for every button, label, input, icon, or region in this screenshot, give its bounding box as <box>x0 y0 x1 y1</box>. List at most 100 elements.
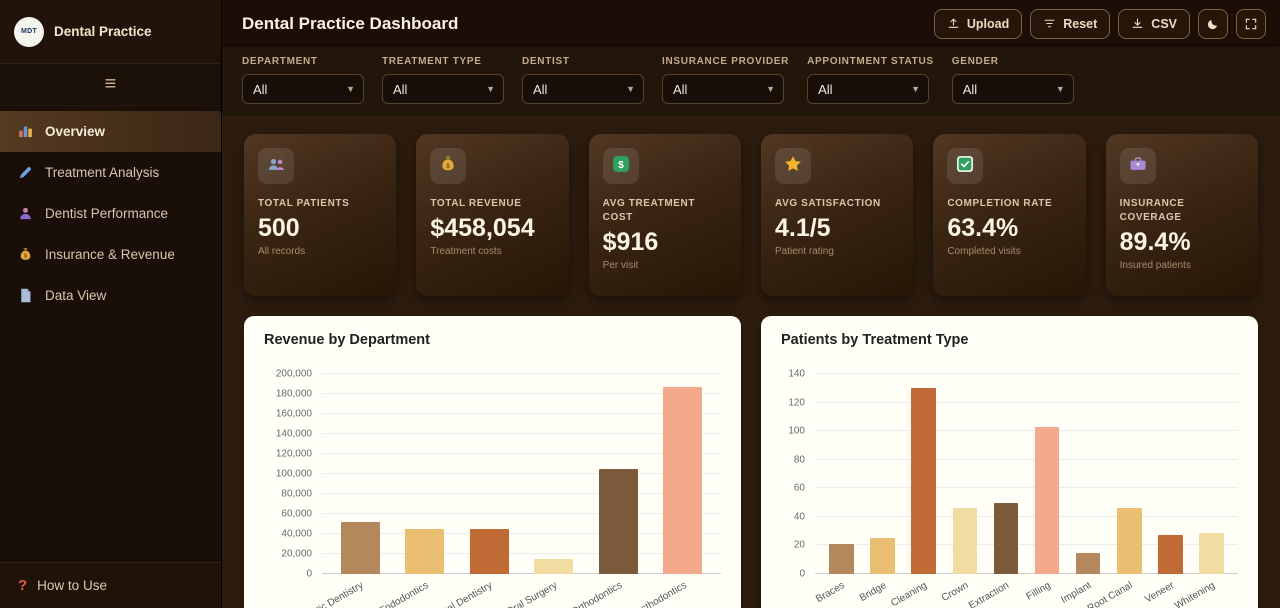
brand-header: MDT Dental Practice <box>0 0 221 64</box>
gridline <box>815 544 1238 546</box>
bar-cosmetic-dentistry[interactable] <box>340 522 380 574</box>
gridline <box>815 401 1238 403</box>
treatment-type-select[interactable]: All ▼ <box>382 74 504 104</box>
charts-row: Revenue by Department 0 20,000 40,000 60,00… <box>244 316 1258 608</box>
y-tick-label: 60 <box>793 482 805 494</box>
sidebar-collapse-button[interactable]: ≡ <box>0 64 221 106</box>
x-axis-label: Braces <box>814 580 848 606</box>
filter-appointment-status: APPOINTMENT STATUS All ▼ <box>807 56 934 104</box>
sidebar-item-overview[interactable]: Overview <box>0 111 221 152</box>
bar-crown[interactable] <box>952 508 978 574</box>
bar-braces[interactable] <box>829 544 854 574</box>
bar-root-canal[interactable] <box>1116 508 1142 574</box>
gridline <box>815 487 1238 489</box>
x-axis-label: Prosthodontics <box>625 580 689 608</box>
filter-treatment-type: TREATMENT TYPE All ▼ <box>382 56 504 104</box>
kpi-card-completion-rate: COMPLETION RATE 63.4% Completed visits <box>933 134 1086 296</box>
kpi-label: INSURANCE COVERAGE <box>1119 198 1185 223</box>
upload-button[interactable]: Upload <box>933 8 1023 39</box>
brand-logo: MDT <box>14 16 44 47</box>
sidebar-footer-label: How to Use <box>37 578 107 593</box>
chart-title: Revenue by Department <box>264 332 430 348</box>
bar-slot: Endodontics <box>377 374 458 608</box>
gender-select[interactable]: All ▼ <box>951 74 1074 104</box>
svg-text:$: $ <box>23 254 27 260</box>
main-area: Dental Practice Dashboard Upload Reset C… <box>222 0 1280 608</box>
y-tick-label: 100,000 <box>275 468 312 480</box>
kpi-card-total-patients: TOTAL PATIENTS 500 All records <box>244 134 397 296</box>
bar-whitening[interactable] <box>1199 532 1224 574</box>
sidebar-item-treatment-analysis[interactable]: Treatment Analysis <box>0 152 221 193</box>
sidebar-item-data-view[interactable]: Data View <box>0 275 221 316</box>
filter-label: GENDER <box>951 56 999 67</box>
filter-dentist: DENTIST All ▼ <box>522 56 644 104</box>
kpi-subtext: All records <box>258 246 306 257</box>
bar-general-dentistry[interactable] <box>469 529 509 574</box>
revenue-by-department-chart: Revenue by Department 0 20,000 40,000 60,00… <box>244 316 741 608</box>
bar-filling[interactable] <box>1034 426 1060 574</box>
gridline <box>322 533 721 534</box>
filter-gender: GENDER All ▼ <box>951 56 1074 104</box>
brand-name: Dental Practice <box>54 24 152 39</box>
x-axis-label: Bridge <box>857 580 889 604</box>
sidebar-item-dentist-performance[interactable]: Dentist Performance <box>0 193 221 234</box>
chevron-down-icon: ▼ <box>486 84 495 94</box>
bar-endodontics[interactable] <box>405 529 445 574</box>
bar-slot: Cosmetic Dentistry <box>288 374 393 608</box>
money-bag-icon: $ <box>16 246 34 263</box>
y-tick-label: 140 <box>788 368 805 380</box>
sidebar-item-how-to-use[interactable]: ? How to Use <box>0 562 221 608</box>
gridline <box>322 513 721 514</box>
gridline <box>815 373 1238 374</box>
department-select[interactable]: All ▼ <box>242 74 364 104</box>
y-axis: 0 20,000 40,000 60,000 80,000 100,000 120,000 1… <box>264 369 322 580</box>
theme-toggle-button[interactable] <box>1198 8 1228 39</box>
document-icon <box>16 287 34 304</box>
x-axis-label: Endodontics <box>377 580 431 608</box>
x-axis-label: Filling <box>1024 580 1053 603</box>
briefcase-icon <box>1128 154 1148 179</box>
sidebar-spacer <box>0 316 221 562</box>
insurance-provider-select[interactable]: All ▼ <box>662 74 784 104</box>
dentist-select[interactable]: All ▼ <box>522 74 644 104</box>
top-header: Dental Practice Dashboard Upload Reset C… <box>222 0 1280 47</box>
header-actions: Upload Reset CSV <box>933 8 1266 39</box>
money-bag-icon: $ <box>438 154 458 179</box>
sidebar-item-label: Treatment Analysis <box>45 165 160 180</box>
filter-label: DEPARTMENT <box>242 56 318 67</box>
bar-veneer[interactable] <box>1157 535 1183 574</box>
bar-slot: Braces <box>815 374 862 605</box>
gridline <box>322 553 721 554</box>
appointment-status-select[interactable]: All ▼ <box>807 74 930 104</box>
bar-slot: Whitening <box>1173 374 1232 608</box>
bar-bridge[interactable] <box>870 538 895 574</box>
bar-orthodontics[interactable] <box>598 469 638 574</box>
kpi-label: TOTAL PATIENTS <box>258 198 350 209</box>
bar-cleaning[interactable] <box>911 388 937 574</box>
fullscreen-button[interactable] <box>1236 8 1266 39</box>
gridline <box>322 453 721 454</box>
upload-icon <box>947 17 960 30</box>
csv-export-button[interactable]: CSV <box>1118 8 1190 39</box>
bar-prosthodontics[interactable] <box>663 387 703 574</box>
x-axis-label: Root Canal <box>1085 580 1135 608</box>
person-icon <box>16 205 34 222</box>
kpi-value: 500 <box>258 214 300 242</box>
sidebar-item-insurance-revenue[interactable]: $ Insurance & Revenue <box>0 234 221 275</box>
kpi-card-insurance-coverage: INSURANCE COVERAGE 89.4% Insured patient… <box>1105 134 1258 296</box>
kpi-value: 4.1/5 <box>774 214 831 242</box>
svg-text:$: $ <box>618 160 624 171</box>
gridline <box>322 433 721 434</box>
y-tick-label: 160,000 <box>275 408 312 420</box>
kpi-value: 89.4% <box>1119 228 1191 256</box>
bar-slot: Veneer <box>1143 374 1191 605</box>
reset-button[interactable]: Reset <box>1030 8 1111 39</box>
sidebar-item-label: Dentist Performance <box>45 206 169 221</box>
x-axis-label: Veneer <box>1142 580 1176 606</box>
bar-slot: Bridge <box>858 374 903 604</box>
bar-extraction[interactable] <box>993 502 1019 574</box>
bar-implant[interactable] <box>1075 552 1101 574</box>
bar-oral-surgery[interactable] <box>534 559 574 574</box>
kpi-subtext: Treatment costs <box>430 246 502 257</box>
